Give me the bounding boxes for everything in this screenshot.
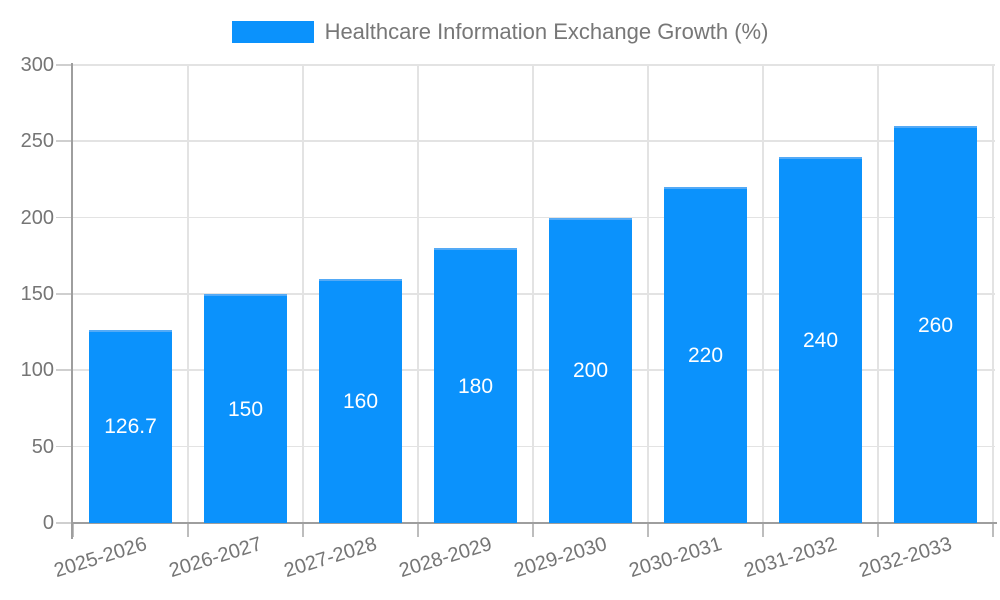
x-axis-tick (762, 523, 764, 537)
gridline-vertical (417, 65, 419, 523)
x-axis-line (71, 522, 997, 524)
y-axis-tick (56, 522, 73, 524)
gridline-vertical (762, 65, 764, 523)
gridline-vertical (532, 65, 534, 523)
bar[interactable]: 240 (779, 156, 862, 523)
bar-value-label: 240 (802, 328, 839, 352)
bar-value-label: 150 (227, 397, 264, 421)
y-axis-tick (56, 64, 73, 66)
y-tick-label: 200 (20, 206, 54, 229)
gridline-horizontal (73, 369, 995, 371)
bar-value-label: 180 (457, 374, 494, 398)
gridline-vertical (187, 65, 189, 523)
y-tick-label: 50 (31, 435, 54, 458)
bar[interactable]: 150 (204, 294, 287, 523)
bar[interactable]: 180 (434, 248, 517, 523)
x-axis-tick (417, 523, 419, 537)
bar[interactable]: 200 (549, 217, 632, 523)
y-axis-tick (56, 293, 73, 295)
gridline-horizontal (73, 445, 995, 448)
y-axis-tick (56, 140, 73, 142)
legend[interactable]: Healthcare Information Exchange Growth (… (0, 16, 1000, 48)
y-axis-line (71, 63, 73, 539)
bar-value-label: 126.7 (104, 415, 157, 439)
x-axis-tick (877, 523, 879, 537)
gridline-vertical (877, 65, 879, 523)
bar-value-label: 260 (917, 313, 954, 337)
y-tick-label: 150 (20, 283, 54, 305)
gridline-vertical (992, 65, 994, 523)
bar[interactable]: 220 (664, 187, 747, 523)
bar-value-label: 200 (572, 359, 609, 383)
gridline-horizontal (73, 64, 995, 66)
y-tick-label: 100 (20, 359, 54, 382)
bar[interactable]: 126.7 (89, 329, 172, 523)
legend-label[interactable]: Healthcare Information Exchange Growth (… (324, 19, 769, 44)
y-axis-tick (56, 216, 73, 219)
y-tick-label: 250 (20, 130, 54, 153)
x-axis-tick (647, 523, 649, 537)
gridline-horizontal (73, 140, 995, 142)
x-axis-tick (992, 523, 994, 537)
gridline-vertical (647, 65, 649, 523)
y-axis-tick (56, 445, 73, 448)
gridline-horizontal (73, 216, 995, 219)
gridline-vertical (302, 65, 304, 523)
x-axis-tick (302, 523, 304, 537)
legend-swatch[interactable] (231, 21, 314, 43)
x-axis-tick (532, 523, 534, 537)
bar-value-label: 220 (687, 344, 724, 368)
bar[interactable]: 260 (894, 126, 977, 523)
y-axis-tick (56, 369, 73, 371)
bar-value-label: 160 (342, 389, 379, 413)
gridline-horizontal (73, 293, 995, 295)
y-tick-label: 0 (42, 512, 54, 534)
x-axis-tick (187, 523, 189, 537)
y-tick-label: 300 (20, 54, 54, 76)
bar[interactable]: 160 (319, 278, 402, 523)
